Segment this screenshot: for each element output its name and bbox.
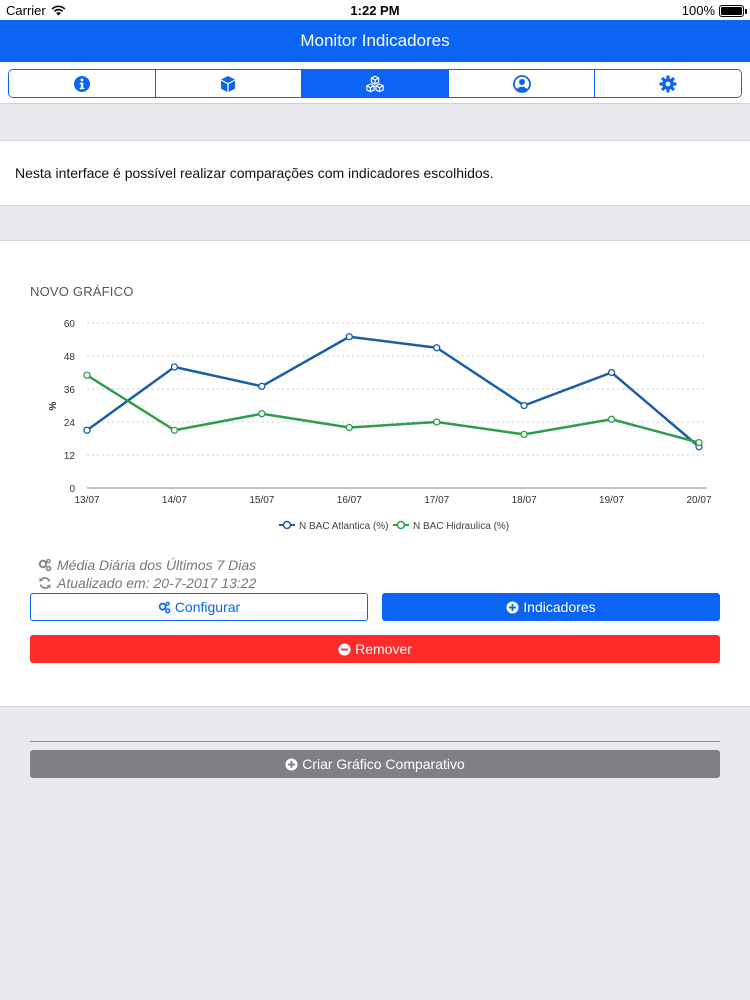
- y-tick-label: 36: [64, 385, 76, 396]
- status-left: Carrier: [6, 3, 66, 18]
- meta-period-text: Média Diária dos Últimos 7 Dias: [57, 557, 257, 573]
- data-point: [170, 363, 179, 371]
- data-point: [695, 438, 703, 447]
- x-tick-label: 18/07: [512, 495, 537, 506]
- y-tick-label: 60: [64, 319, 76, 330]
- data-point: [258, 410, 266, 418]
- x-tick-label: 19/07: [599, 495, 624, 506]
- user-icon: [512, 74, 531, 93]
- series-line-1: [86, 335, 700, 448]
- legend-swatch-marker: [396, 520, 406, 530]
- line-chart: 0 12 24 36 48 60 13/07 14/07 15/07 16/07 17/07 18/0…: [48, 319, 712, 532]
- meta-updated: Atualizado em: 20-7-2017 13:22: [38, 575, 256, 591]
- legend-swatch-marker: [282, 520, 292, 530]
- chart-title: NOVO GRÁFICO: [30, 284, 134, 299]
- plus-circle-icon: [285, 757, 298, 771]
- x-tick-label: 20/07: [686, 495, 711, 506]
- y-axis-label: %: [48, 401, 59, 410]
- data-point: [520, 401, 528, 410]
- configure-button[interactable]: Configurar: [30, 593, 368, 621]
- tab-cube[interactable]: [155, 70, 303, 97]
- indicators-button[interactable]: Indicadores: [382, 593, 720, 621]
- data-point: [170, 426, 179, 434]
- gear-icon: [659, 75, 677, 92]
- data-point: [345, 423, 353, 432]
- data-point: [433, 418, 441, 426]
- x-tick-label: 13/07: [74, 495, 99, 506]
- data-point: [83, 426, 91, 434]
- tab-toolbar: [0, 62, 750, 104]
- data-point: [433, 344, 441, 352]
- create-comparative-chart-label: Criar Gráfico Comparativo: [302, 756, 465, 772]
- indicators-button-label: Indicadores: [523, 599, 596, 615]
- remove-button[interactable]: Remover: [30, 635, 720, 663]
- tab-settings[interactable]: [595, 70, 741, 97]
- battery-icon: [719, 4, 747, 17]
- x-tick-label: 17/07: [424, 495, 449, 506]
- x-tick-label: 14/07: [162, 495, 187, 506]
- tab-cubes[interactable]: [302, 70, 449, 97]
- meta-updated-text: Atualizado em: 20-7-2017 13:22: [57, 575, 257, 591]
- tab-user[interactable]: [448, 70, 596, 97]
- data-point: [520, 430, 528, 439]
- create-comparative-chart-button[interactable]: Criar Gráfico Comparativo: [30, 750, 720, 778]
- page-title: Monitor Indicadores: [300, 31, 450, 50]
- wifi-icon: [51, 5, 66, 16]
- info-icon: [73, 75, 90, 92]
- data-point: [83, 371, 91, 379]
- battery-percent: 100%: [681, 3, 715, 18]
- status-right: 100%: [681, 3, 747, 18]
- info-card: Nesta interface é possível realizar comp…: [0, 140, 750, 206]
- legend-entry: N BAC Atlantica (%): [299, 521, 388, 532]
- y-tick-label: 24: [64, 418, 76, 429]
- y-tick-label: 48: [64, 352, 76, 363]
- series-line-2: [86, 374, 700, 444]
- data-point: [258, 382, 266, 390]
- cubes-icon: [366, 75, 384, 92]
- carrier-label: Carrier: [6, 3, 46, 18]
- meta-period: Média Diária dos Últimos 7 Dias: [38, 557, 256, 573]
- cogs-icon: [38, 558, 52, 572]
- nav-bar: Monitor Indicadores: [0, 20, 750, 62]
- segmented-control: [8, 69, 742, 98]
- y-tick-label: 0: [69, 484, 75, 495]
- status-time: 1:22 PM: [350, 3, 400, 18]
- legend-entry: N BAC Hidraulica (%): [413, 521, 509, 532]
- cogs-icon: [158, 601, 171, 613]
- data-point: [607, 368, 616, 377]
- minus-circle-icon: [338, 642, 351, 656]
- configure-button-label: Configurar: [174, 599, 241, 615]
- status-bar: Carrier 1:22 PM 100%: [0, 0, 750, 20]
- chart-card: NOVO GRÁFICO 0 12 24 36 48 60 13/07 14/07 15/07 1…: [0, 240, 750, 707]
- refresh-icon: [39, 577, 51, 589]
- x-tick-label: 15/07: [249, 495, 274, 506]
- info-text: Nesta interface é possível realizar comp…: [15, 165, 494, 181]
- data-point: [345, 333, 353, 341]
- tab-info[interactable]: [9, 70, 156, 97]
- y-tick-label: 12: [64, 451, 76, 462]
- divider: [30, 741, 720, 742]
- data-point: [607, 415, 616, 423]
- cube-icon: [221, 75, 236, 92]
- remove-button-label: Remover: [355, 641, 412, 657]
- x-tick-label: 16/07: [337, 495, 362, 506]
- plus-circle-icon: [506, 600, 519, 614]
